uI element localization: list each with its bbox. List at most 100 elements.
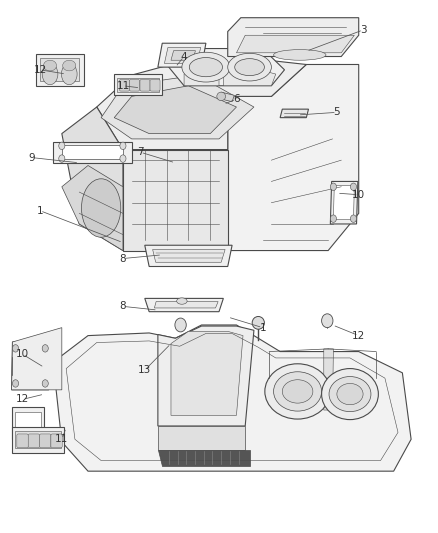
Text: 5: 5: [334, 107, 340, 117]
Polygon shape: [228, 18, 359, 56]
Polygon shape: [15, 348, 46, 384]
Polygon shape: [158, 43, 206, 67]
Text: 11: 11: [117, 81, 130, 91]
Polygon shape: [15, 431, 60, 448]
Ellipse shape: [42, 63, 58, 85]
Text: 13: 13: [138, 365, 152, 375]
Text: 10: 10: [16, 349, 29, 359]
Ellipse shape: [265, 364, 330, 419]
Text: 8: 8: [120, 254, 126, 263]
Ellipse shape: [177, 298, 187, 304]
Polygon shape: [101, 75, 254, 139]
FancyBboxPatch shape: [120, 79, 130, 91]
FancyBboxPatch shape: [130, 79, 140, 91]
Ellipse shape: [329, 376, 371, 411]
Ellipse shape: [350, 215, 357, 222]
Polygon shape: [97, 54, 306, 150]
Polygon shape: [15, 411, 41, 435]
Text: 8: 8: [120, 301, 126, 311]
Ellipse shape: [61, 63, 77, 85]
Ellipse shape: [81, 179, 121, 237]
Text: 1: 1: [259, 322, 266, 333]
Ellipse shape: [189, 58, 223, 77]
Polygon shape: [154, 302, 218, 308]
Ellipse shape: [330, 215, 336, 222]
Polygon shape: [166, 49, 285, 86]
Polygon shape: [53, 325, 411, 471]
Text: 6: 6: [233, 94, 240, 104]
Polygon shape: [158, 450, 250, 466]
Text: 12: 12: [33, 65, 46, 75]
Polygon shape: [152, 249, 225, 262]
Ellipse shape: [274, 372, 321, 411]
Polygon shape: [62, 165, 123, 251]
Polygon shape: [12, 328, 62, 390]
Polygon shape: [164, 47, 201, 63]
Polygon shape: [35, 54, 84, 86]
Ellipse shape: [12, 345, 18, 352]
Ellipse shape: [321, 368, 378, 419]
Ellipse shape: [59, 142, 65, 150]
Polygon shape: [40, 58, 79, 82]
Polygon shape: [171, 51, 195, 60]
Ellipse shape: [337, 383, 363, 405]
Polygon shape: [117, 78, 159, 92]
Ellipse shape: [235, 59, 265, 76]
Ellipse shape: [274, 50, 326, 60]
FancyBboxPatch shape: [150, 79, 160, 91]
Ellipse shape: [120, 155, 126, 163]
Ellipse shape: [120, 142, 126, 150]
Polygon shape: [158, 326, 254, 426]
FancyBboxPatch shape: [140, 79, 150, 91]
Text: 12: 12: [352, 330, 365, 341]
Ellipse shape: [42, 345, 48, 352]
Polygon shape: [324, 349, 333, 410]
Polygon shape: [53, 142, 132, 163]
Polygon shape: [228, 64, 359, 251]
Polygon shape: [333, 185, 354, 220]
FancyBboxPatch shape: [39, 434, 51, 448]
Text: 11: 11: [55, 434, 68, 445]
Polygon shape: [219, 92, 234, 102]
Polygon shape: [330, 181, 358, 224]
Ellipse shape: [182, 52, 230, 82]
Ellipse shape: [217, 92, 226, 101]
FancyBboxPatch shape: [51, 434, 62, 448]
Text: 4: 4: [181, 52, 187, 61]
Polygon shape: [223, 67, 276, 86]
Ellipse shape: [175, 318, 186, 332]
Polygon shape: [145, 298, 223, 312]
Text: 12: 12: [16, 394, 29, 405]
Polygon shape: [12, 407, 44, 439]
Ellipse shape: [283, 379, 313, 403]
Ellipse shape: [12, 379, 18, 387]
Polygon shape: [280, 109, 308, 118]
Ellipse shape: [59, 155, 65, 163]
Polygon shape: [12, 342, 49, 390]
Ellipse shape: [43, 60, 57, 71]
Text: 3: 3: [360, 25, 367, 35]
Ellipse shape: [228, 53, 272, 81]
Ellipse shape: [321, 314, 333, 328]
Ellipse shape: [330, 183, 336, 190]
Polygon shape: [114, 86, 237, 134]
Text: 10: 10: [352, 190, 365, 200]
Polygon shape: [145, 245, 232, 266]
Text: 9: 9: [28, 152, 35, 163]
Polygon shape: [184, 67, 219, 86]
Ellipse shape: [252, 317, 265, 329]
Ellipse shape: [42, 379, 48, 387]
Polygon shape: [123, 150, 228, 251]
Text: 1: 1: [37, 206, 43, 216]
Polygon shape: [171, 332, 243, 415]
FancyBboxPatch shape: [28, 434, 39, 448]
Polygon shape: [12, 427, 64, 453]
Ellipse shape: [350, 183, 357, 190]
Polygon shape: [237, 35, 354, 53]
Polygon shape: [158, 426, 245, 450]
Ellipse shape: [63, 60, 76, 71]
FancyBboxPatch shape: [17, 434, 28, 448]
Polygon shape: [62, 146, 123, 159]
Polygon shape: [62, 107, 123, 251]
Polygon shape: [114, 74, 162, 95]
